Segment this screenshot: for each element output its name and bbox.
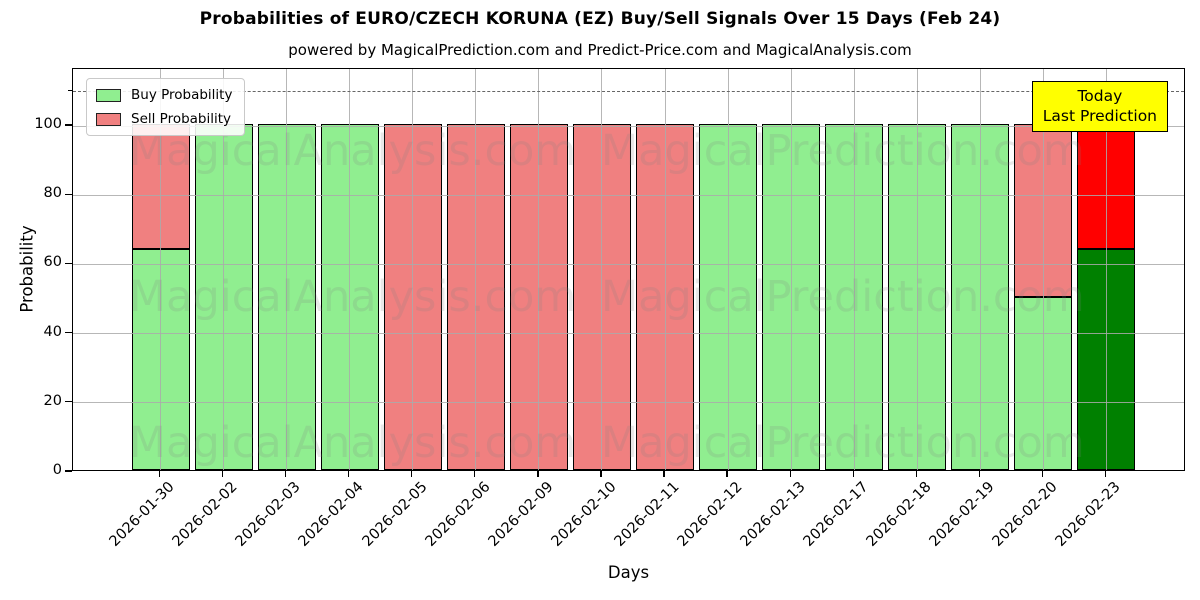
y-tick-mark [65, 331, 72, 334]
x-tick-label: 2026-02-12 [674, 479, 746, 550]
legend-swatch-sell-icon [96, 112, 121, 126]
y-tick-label: 60 [43, 254, 62, 271]
x-tick-mark [726, 471, 728, 477]
y-tick-mark [65, 262, 72, 265]
chart-title: Probabilities of EURO/CZECH KORUNA (EZ) … [199, 9, 1001, 29]
x-tick-mark [221, 471, 224, 477]
x-tick-label: 2026-02-02 [169, 479, 241, 550]
x-tick-label: 2026-02-09 [485, 479, 557, 550]
y-tick-label: 0 [52, 462, 62, 478]
bar-segment-sell [383, 124, 442, 470]
x-tick-mark [852, 471, 854, 477]
plot-area: MagicalAnalysis.comMagicalPrediction.com… [72, 68, 1185, 471]
bar-segment-buy [951, 124, 1010, 470]
x-axis-title: Days [607, 563, 650, 582]
bar-segment-buy [699, 124, 758, 470]
legend-item-sell: Sell Probability [96, 111, 232, 127]
x-tick-label: 2026-02-19 [926, 479, 998, 550]
x-tick-mark [1104, 471, 1107, 477]
bar-segment-buy [825, 124, 884, 470]
legend-item-buy: Buy Probability [96, 87, 232, 103]
x-tick-label: 2026-02-18 [863, 479, 935, 550]
bar-segment-sell [1014, 124, 1073, 298]
x-tick-mark [789, 471, 791, 477]
x-tick-mark [474, 471, 476, 477]
bar-segment-sell [446, 124, 505, 470]
y-tick-mark [65, 124, 72, 126]
x-tick-mark [915, 471, 917, 477]
y-minor-tick-mark [68, 89, 72, 92]
chart-subtitle: powered by MagicalPrediction.com and Pre… [288, 41, 912, 59]
y-tick-mark [65, 401, 72, 403]
bar-segment-buy [194, 124, 253, 470]
y-tick-mark [65, 470, 72, 472]
x-tick-mark [411, 471, 413, 477]
bar-segment-sell [636, 124, 695, 470]
y-tick-label: 100 [34, 116, 62, 133]
bar-segment-buy [320, 124, 379, 470]
today-annotation: Today Last Prediction [1031, 81, 1168, 132]
bar-segment-sell [131, 124, 190, 249]
bar-segment-buy [257, 124, 316, 470]
bar-segment-buy [762, 124, 821, 470]
x-tick-label: 2026-02-17 [800, 479, 872, 550]
bar-segment-sell-today [1077, 124, 1136, 249]
bar-segment-sell [572, 124, 631, 470]
x-tick-label: 2026-02-05 [359, 479, 431, 550]
legend-label-buy: Buy Probability [131, 87, 233, 103]
y-tick-label: 40 [43, 323, 62, 340]
x-tick-label: 2026-02-13 [737, 479, 809, 550]
bar-segment-buy-today [1077, 248, 1136, 470]
y-tick-mark [65, 193, 72, 195]
x-tick-mark [978, 471, 980, 477]
x-tick-mark [285, 471, 287, 477]
bar-segment-buy [131, 248, 190, 470]
y-tick-label: 80 [43, 185, 62, 202]
bar-segment-buy [1014, 297, 1073, 470]
bar-segment-sell [509, 124, 568, 470]
x-tick-mark [158, 471, 161, 477]
y-tick-label: 20 [43, 392, 62, 409]
x-tick-label: 2026-02-04 [296, 479, 368, 550]
bar-segment-buy [888, 124, 947, 470]
x-tick-label: 2026-02-11 [611, 479, 683, 550]
x-tick-label: 2026-02-10 [548, 479, 620, 550]
x-tick-mark [1041, 471, 1044, 477]
x-tick-label: 2026-02-20 [989, 479, 1061, 550]
today-annotation-line1: Today [1077, 87, 1123, 105]
x-tick-label: 2026-02-06 [422, 479, 494, 550]
x-tick-label: 2026-02-03 [233, 479, 304, 550]
x-tick-label: 2026-01-30 [106, 479, 178, 550]
x-tick-label: 2026-02-23 [1052, 479, 1124, 550]
legend: Buy Probability Sell Probability [86, 78, 246, 136]
x-tick-mark [348, 471, 350, 477]
x-tick-mark [600, 471, 602, 477]
today-annotation-line2: Last Prediction [1042, 107, 1157, 126]
upper-threshold-dashed-line [73, 91, 1184, 93]
legend-label-sell: Sell Probability [131, 111, 232, 127]
legend-swatch-buy-icon [96, 88, 121, 102]
x-tick-mark [537, 471, 539, 477]
x-tick-mark [663, 471, 665, 477]
